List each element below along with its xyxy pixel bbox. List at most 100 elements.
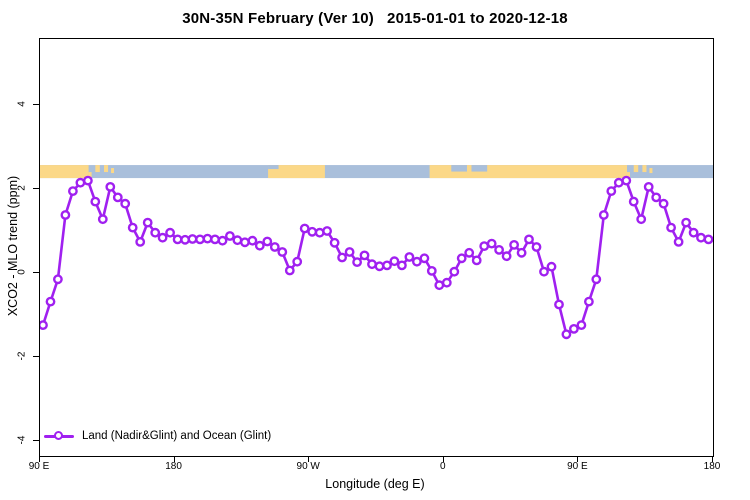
data-point-marker [456,253,467,264]
data-point-marker [666,222,676,233]
map-strip-land [633,165,639,173]
chart-title: 30N-35N February (Ver 10) 2015-01-01 to … [182,10,568,27]
data-point-marker [239,237,250,248]
data-point-marker [150,227,161,238]
x-tick-mark [173,456,175,462]
data-point-marker [75,177,86,188]
x-tick-mark [442,456,444,462]
data-point-marker [262,236,273,247]
map-strip-land [642,165,647,173]
data-point-marker [464,247,475,258]
map-strip-land [649,168,653,174]
x-tick-label: 90 E [567,461,588,472]
data-point-marker [83,175,93,186]
data-point-marker [524,234,534,245]
data-point-marker [703,234,713,245]
data-point-marker [217,235,228,246]
data-point-marker [494,244,504,255]
data-point-marker [426,265,437,276]
y-tick-label: -2 [16,351,28,361]
map-strip-ocean-patch [268,165,279,170]
data-point-marker [501,251,512,262]
data-point-marker [224,231,235,241]
data-point-marker [374,261,385,272]
data-point-marker [60,210,71,220]
data-point-marker [471,255,482,266]
data-point-marker [157,232,168,243]
data-point-marker [299,223,310,234]
data-point-marker [636,214,647,225]
legend-line-marker-icon [44,430,74,442]
map-strip-land [268,165,325,179]
data-point-marker [539,266,549,277]
data-point-marker [509,239,519,250]
data-point-marker [486,238,497,249]
data-point-marker [696,232,706,243]
data-point-marker [367,259,377,270]
map-strip-land [95,165,100,173]
x-tick-mark [308,456,310,462]
map-strip-ocean-patch [451,165,467,172]
data-point-marker [172,234,183,245]
data-point-marker [434,280,445,291]
legend: Land (Nadir&Glint) and Ocean (Glint) [44,428,271,444]
y-tick-label: 4 [16,101,28,107]
series-line [41,179,709,336]
data-point-marker [569,323,579,334]
data-point-marker [40,320,48,330]
data-point-marker [396,260,407,271]
data-point-marker [561,329,572,340]
legend-label: Land (Nadir&Glint) and Ocean (Glint) [82,430,272,442]
map-strip-land [104,165,109,173]
data-point-marker [688,227,699,238]
data-point-marker [307,226,318,237]
data-point-marker [105,181,116,192]
data-point-marker [419,253,430,264]
x-tick-label: 180 [165,461,182,472]
y-tick-mark [33,440,39,441]
data-point-marker [247,235,258,246]
data-point-marker [90,196,101,207]
data-point-marker [516,247,527,258]
data-point-marker [322,226,332,236]
data-point-marker [441,277,452,288]
y-tick-mark [33,188,39,189]
data-point-marker [232,235,243,246]
data-point-marker [628,196,639,207]
data-point-marker [546,261,557,272]
data-point-marker [269,242,280,252]
data-point-marker [68,186,78,197]
x-tick-label: 90 W [296,461,320,472]
y-tick-mark [33,104,39,105]
plot-area [39,38,714,457]
data-point-marker [613,177,624,188]
x-axis-title: Longitude (deg E) [325,477,425,491]
y-tick-mark [33,272,39,273]
data-point-marker [643,181,654,192]
data-point-marker [97,214,108,225]
data-point-marker [673,236,684,247]
data-point-marker [187,234,198,244]
data-point-marker [554,299,564,310]
data-point-marker [284,265,295,276]
data-point-marker [329,237,340,248]
x-tick-label: 180 [703,461,721,472]
data-point-marker [202,233,213,244]
data-point-marker [651,192,662,203]
data-point-marker [127,222,138,233]
map-strip-ocean-patch [471,165,488,172]
data-point-marker [135,236,146,247]
y-tick-label: -4 [16,435,28,445]
data-point-marker [449,266,460,277]
x-tick-mark [577,456,579,462]
map-strip-land [627,172,630,179]
data-point-marker [120,198,131,209]
x-tick-label: 90 E [28,461,50,472]
x-tick-mark [39,456,40,462]
data-point-marker [165,227,176,238]
data-point-marker [531,242,542,252]
data-point-marker [195,234,205,245]
data-point-marker [404,252,415,262]
data-point-marker [292,256,303,267]
